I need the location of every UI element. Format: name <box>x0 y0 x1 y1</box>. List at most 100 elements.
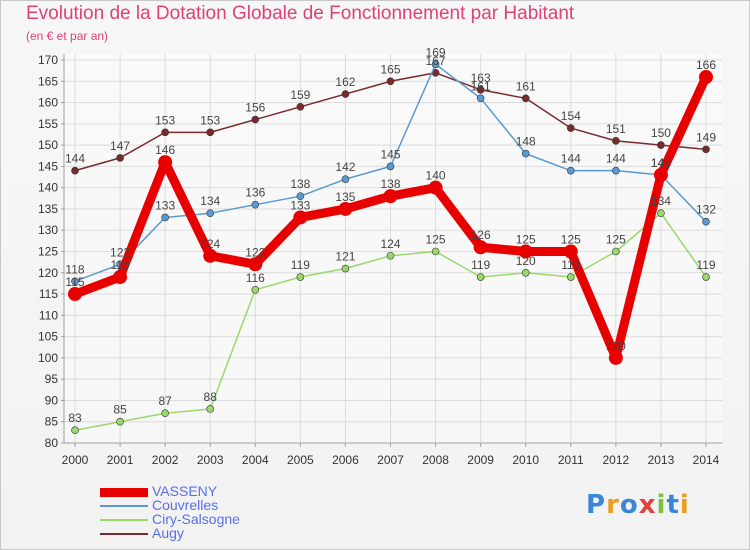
data-label-augy-2014: 149 <box>696 130 716 144</box>
point-ciry-salsogne-2006 <box>341 264 350 273</box>
point-vasseny-2003 <box>203 248 218 263</box>
y-tick-label-125: 125 <box>38 245 58 259</box>
y-tick-label-155: 155 <box>38 117 58 131</box>
data-label-vasseny-2004: 122 <box>245 245 265 259</box>
data-label-couvrelles-2007: 145 <box>380 147 400 161</box>
data-label-couvrelles-2010: 148 <box>516 135 536 149</box>
proxiti-logo: Proxiti <box>586 490 690 520</box>
y-tick-label-135: 135 <box>38 202 58 216</box>
y-tick-label-95: 95 <box>45 372 59 386</box>
data-label-vasseny-2012: 100 <box>606 339 626 353</box>
data-label-vasseny-2000: 115 <box>65 275 84 289</box>
data-label-augy-2001: 147 <box>110 139 130 153</box>
data-label-ciry-salsogne-2003: 88 <box>204 390 218 404</box>
chart-title: Evolution de la Dotation Globale de Fonc… <box>26 3 575 24</box>
point-vasseny-2013 <box>653 167 668 182</box>
data-label-couvrelles-2004: 136 <box>245 186 265 200</box>
point-vasseny-2000 <box>68 287 82 302</box>
legend-swatch-couvrelles <box>100 505 148 507</box>
x-tick-label-2011: 2011 <box>558 453 584 467</box>
data-label-couvrelles-2005: 138 <box>290 177 310 191</box>
point-ciry-salsogne-2013 <box>657 209 665 217</box>
data-label-ciry-salsogne-2013: 134 <box>651 194 671 208</box>
data-label-ciry-salsogne-2006: 121 <box>335 250 355 264</box>
y-tick-label-105: 105 <box>38 330 58 344</box>
data-label-vasseny-2010: 125 <box>516 233 536 247</box>
legend-swatch-augy <box>100 533 148 535</box>
point-augy-2003 <box>206 128 215 137</box>
point-couvrelles-2009 <box>476 94 485 103</box>
point-vasseny-2009 <box>473 240 488 255</box>
data-label-ciry-salsogne-2000: 83 <box>68 411 82 425</box>
x-tick-label-2007: 2007 <box>377 453 404 467</box>
data-label-ciry-salsogne-2008: 125 <box>426 233 446 247</box>
x-tick-label-2002: 2002 <box>152 453 179 467</box>
point-ciry-salsogne-2008 <box>431 247 440 256</box>
point-augy-2005 <box>296 103 305 111</box>
point-couvrelles-2008 <box>431 60 440 69</box>
data-label-vasseny-2014: 166 <box>696 58 716 72</box>
point-vasseny-2011 <box>563 244 578 259</box>
point-augy-2013 <box>657 141 665 149</box>
point-vasseny-2010 <box>518 244 533 259</box>
data-label-augy-2013: 150 <box>651 126 671 140</box>
y-tick-label-80: 80 <box>45 436 59 450</box>
legend-item-ciry-salsogne[interactable]: Ciry-Salsogne <box>100 512 300 528</box>
y-tick-label-120: 120 <box>38 266 58 280</box>
data-label-augy-2007: 165 <box>380 62 400 76</box>
data-label-augy-2004: 156 <box>245 101 265 115</box>
point-augy-2011 <box>566 124 575 132</box>
point-couvrelles-2007 <box>386 162 395 171</box>
point-ciry-salsogne-2002 <box>161 409 169 418</box>
point-couvrelles-2004 <box>251 200 260 209</box>
point-ciry-salsogne-2001 <box>116 417 124 426</box>
point-augy-2012 <box>612 137 620 145</box>
data-label-couvrelles-2012: 144 <box>606 152 626 166</box>
point-couvrelles-2010 <box>521 149 530 158</box>
chart-subtitle: (en € et par an) <box>26 29 109 43</box>
data-label-couvrelles-2011: 144 <box>561 152 581 166</box>
data-label-vasseny-2002: 146 <box>155 143 175 157</box>
data-label-ciry-salsogne-2011: 119 <box>561 258 580 272</box>
data-label-ciry-salsogne-2009: 119 <box>471 258 490 272</box>
data-label-ciry-salsogne-2005: 119 <box>291 258 310 272</box>
y-tick-label-140: 140 <box>38 181 58 195</box>
data-label-ciry-salsogne-2004: 116 <box>246 271 265 285</box>
data-label-vasseny-2008: 140 <box>426 169 446 183</box>
data-label-augy-2006: 162 <box>335 75 355 89</box>
point-augy-2002 <box>161 128 169 137</box>
point-augy-2010 <box>521 94 530 103</box>
data-label-vasseny-2009: 126 <box>471 228 491 242</box>
point-ciry-salsogne-2010 <box>521 268 530 277</box>
point-ciry-salsogne-2012 <box>612 247 620 256</box>
point-augy-2004 <box>251 115 260 124</box>
x-tick-label-2008: 2008 <box>422 453 449 467</box>
point-ciry-salsogne-2004 <box>251 285 260 294</box>
point-ciry-salsogne-2005 <box>296 273 305 281</box>
data-label-couvrelles-2009: 161 <box>471 79 491 93</box>
data-label-couvrelles-2013: 143 <box>651 156 671 170</box>
data-label-couvrelles-2003: 134 <box>200 194 220 208</box>
data-label-vasseny-2001: 119 <box>111 258 130 272</box>
point-ciry-salsogne-2009 <box>476 273 485 281</box>
point-ciry-salsogne-2011 <box>566 273 575 281</box>
y-tick-label-160: 160 <box>38 96 58 110</box>
data-label-vasseny-2003: 124 <box>200 237 220 251</box>
data-label-vasseny-2011: 125 <box>561 233 581 247</box>
data-label-vasseny-2005: 133 <box>290 198 310 212</box>
legend-swatch-ciry-salsogne <box>100 519 148 521</box>
legend-item-vasseny[interactable]: VASSENY <box>100 484 300 500</box>
legend-item-couvrelles[interactable]: Couvrelles <box>100 498 300 514</box>
point-vasseny-2007 <box>383 189 398 204</box>
legend-item-augy[interactable]: Augy <box>100 526 300 542</box>
data-label-couvrelles-2008: 169 <box>426 45 446 59</box>
point-augy-2006 <box>341 90 350 98</box>
point-augy-2014 <box>702 145 710 154</box>
data-label-couvrelles-2006: 142 <box>335 160 355 174</box>
point-ciry-salsogne-2007 <box>386 251 395 260</box>
y-tick-label-110: 110 <box>39 308 58 322</box>
data-label-augy-2003: 153 <box>200 113 220 127</box>
x-tick-label-2006: 2006 <box>332 453 359 467</box>
y-tick-label-100: 100 <box>38 351 58 365</box>
